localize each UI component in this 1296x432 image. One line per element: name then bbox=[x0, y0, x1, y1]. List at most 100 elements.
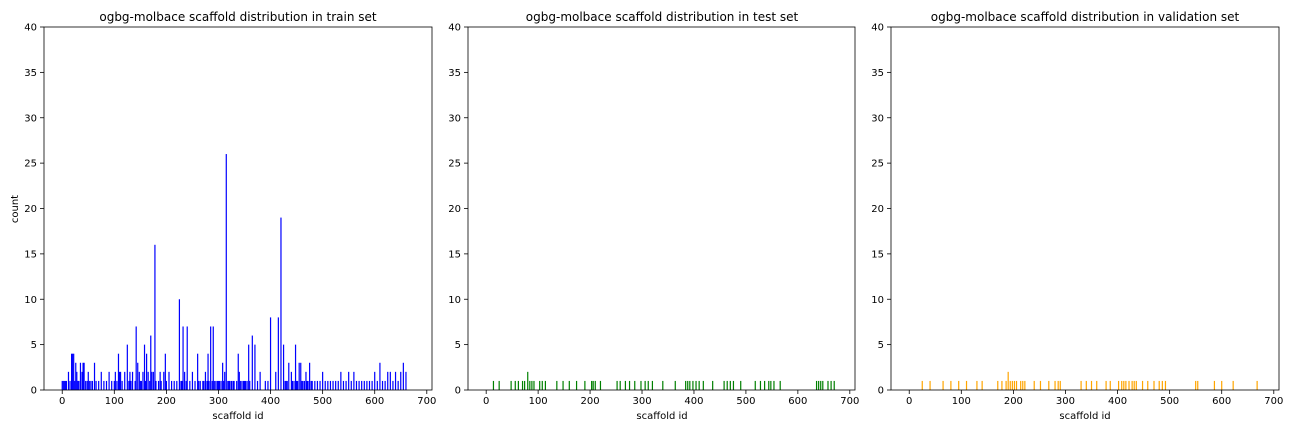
bar bbox=[1147, 380, 1149, 390]
bar bbox=[121, 380, 123, 390]
bar bbox=[264, 380, 266, 390]
bar bbox=[1007, 371, 1009, 390]
bar bbox=[233, 380, 235, 390]
bar bbox=[130, 380, 132, 390]
bar bbox=[392, 380, 394, 390]
bar bbox=[294, 344, 297, 391]
bar bbox=[217, 380, 220, 390]
bar bbox=[224, 371, 226, 390]
bar bbox=[366, 380, 368, 390]
bar bbox=[353, 371, 355, 390]
bar bbox=[77, 380, 79, 390]
bar bbox=[402, 362, 404, 390]
bar bbox=[254, 344, 256, 391]
bar bbox=[225, 154, 227, 390]
bar bbox=[297, 380, 299, 390]
bar bbox=[189, 380, 191, 390]
bar bbox=[591, 380, 593, 390]
bar bbox=[628, 380, 631, 390]
bar bbox=[119, 371, 122, 390]
bar bbox=[310, 380, 312, 390]
bar bbox=[1085, 380, 1087, 390]
bar bbox=[295, 380, 298, 390]
y-tick-label: 0 bbox=[878, 386, 884, 397]
bar bbox=[322, 371, 324, 390]
bar bbox=[116, 380, 118, 390]
bar bbox=[151, 371, 153, 390]
chart-title: ogbg-molbace scaffold distribution in tr… bbox=[99, 10, 377, 24]
bar bbox=[100, 371, 102, 390]
bar bbox=[223, 380, 225, 390]
y-tick-label: 20 bbox=[448, 204, 461, 215]
x-tick-label: 700 bbox=[840, 396, 859, 407]
bar bbox=[531, 380, 533, 390]
bar bbox=[381, 380, 384, 390]
bar bbox=[1033, 380, 1035, 390]
bar bbox=[1221, 380, 1223, 390]
bar bbox=[178, 299, 181, 390]
bar bbox=[275, 371, 277, 390]
bar bbox=[644, 380, 646, 390]
y-tick-label: 0 bbox=[455, 386, 461, 397]
bar bbox=[1015, 380, 1018, 390]
bar bbox=[1153, 380, 1155, 390]
bar bbox=[568, 380, 570, 390]
axis-ticks: 0 100 200 300 400 500 600 700 0 5 10 15 20 25 30 35 40 bbox=[24, 23, 436, 408]
y-tick-label: 40 bbox=[871, 23, 884, 34]
bar bbox=[95, 380, 97, 390]
bar bbox=[305, 371, 307, 390]
bar bbox=[562, 380, 564, 390]
bar bbox=[350, 380, 352, 390]
bar bbox=[759, 380, 762, 390]
bar bbox=[142, 371, 144, 390]
bar bbox=[950, 380, 952, 390]
y-tick-label: 40 bbox=[24, 23, 37, 34]
bar bbox=[182, 326, 184, 390]
bar bbox=[1125, 380, 1127, 390]
x-axis-label: scaffold id bbox=[212, 411, 263, 422]
bar bbox=[171, 380, 173, 390]
bar bbox=[818, 380, 820, 390]
bar bbox=[1197, 380, 1199, 390]
bar bbox=[958, 380, 960, 390]
bar bbox=[108, 371, 110, 390]
bar bbox=[822, 380, 824, 390]
y-tick-label: 20 bbox=[24, 204, 37, 215]
y-tick-label: 40 bbox=[448, 23, 461, 34]
bar bbox=[238, 371, 240, 390]
bar bbox=[259, 371, 261, 390]
bar bbox=[131, 371, 134, 390]
bar bbox=[965, 380, 968, 390]
bar bbox=[78, 380, 80, 390]
bars bbox=[492, 371, 835, 390]
bar bbox=[619, 380, 621, 390]
bar bbox=[306, 380, 308, 390]
chart-test-set: ogbg-molbace scaffold distribution in te… bbox=[448, 10, 859, 422]
bar bbox=[397, 380, 399, 390]
bar bbox=[348, 371, 350, 390]
bar bbox=[527, 371, 529, 390]
bar bbox=[173, 380, 175, 390]
bar bbox=[361, 380, 363, 390]
bar bbox=[124, 371, 126, 390]
bar bbox=[1158, 380, 1160, 390]
bar bbox=[280, 217, 282, 390]
bar bbox=[1039, 380, 1042, 390]
bar bbox=[139, 380, 141, 390]
bar bbox=[692, 380, 694, 390]
bar bbox=[335, 380, 337, 390]
bar bbox=[773, 380, 775, 390]
bar bbox=[1022, 380, 1024, 390]
bar bbox=[303, 380, 305, 390]
x-tick-label: 0 bbox=[59, 396, 65, 407]
bar bbox=[363, 380, 365, 390]
bar bbox=[204, 371, 207, 390]
bar bbox=[111, 380, 113, 390]
bar bbox=[82, 362, 84, 390]
bar bbox=[65, 380, 67, 390]
bar bbox=[332, 380, 334, 390]
bar bbox=[93, 362, 96, 390]
bar bbox=[726, 380, 728, 390]
chart-validation-set: ogbg-molbace scaffold distribution in va… bbox=[871, 10, 1283, 422]
bar bbox=[288, 362, 290, 390]
